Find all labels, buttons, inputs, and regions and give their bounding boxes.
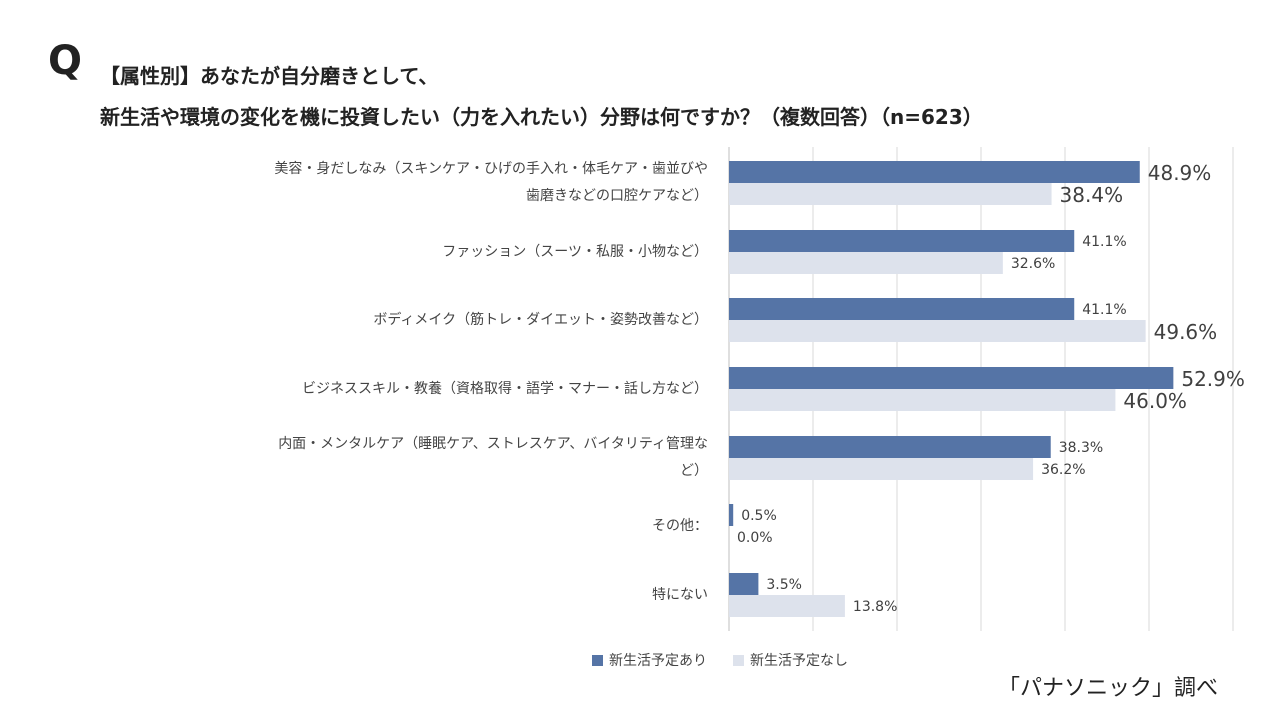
legend-swatch-series-1 [592, 654, 603, 666]
legend: 新生活予定あり 新生活予定なし [592, 650, 848, 670]
bar-series-1-cat-7 [729, 573, 759, 595]
data-label-series-1-cat-5: 38.3% [1059, 440, 1103, 456]
data-label-series-1-cat-6: 0.5% [741, 508, 777, 524]
question-title-line-2: 新生活や環境の変化を機に投資したい（力を入れたい）分野は何ですか？（複数回答）（… [100, 105, 983, 129]
bar-series-1-cat-5 [729, 436, 1051, 458]
data-label-series-1-cat-2: 41.1% [1082, 234, 1126, 250]
category-label-1: 美容・身だしなみ（スキンケア・ひげの手入れ・体毛ケア・歯並びや歯磨きなどの口腔ケ… [188, 156, 708, 210]
data-label-series-2-cat-5: 36.2% [1041, 462, 1085, 478]
bar-series-1-cat-1 [729, 161, 1140, 183]
bar-series-1-cat-6 [729, 504, 734, 526]
bar-series-2-cat-5 [729, 458, 1034, 480]
legend-item-series-2: 新生活予定なし [733, 650, 848, 670]
category-label-2-line-1: ファッション（スーツ・私服・小物など） [442, 243, 708, 260]
bar-series-1-cat-3 [729, 298, 1075, 320]
category-label-5-line-2: ど） [680, 463, 708, 479]
data-label-series-2-cat-3: 49.6% [1154, 320, 1218, 344]
data-label-series-2-cat-4: 46.0% [1123, 389, 1187, 413]
data-label-series-2-cat-6: 0.0% [737, 530, 773, 546]
category-label-6: その他： [188, 513, 708, 540]
category-label-3: ボディメイク（筋トレ・ダイエット・姿勢改善など） [188, 307, 708, 334]
legend-swatch-series-2 [733, 654, 744, 666]
legend-label-series-2: 新生活予定なし [750, 653, 848, 669]
source-note: 「パナソニック」調べ [997, 676, 1218, 701]
category-label-1-line-1: 美容・身だしなみ（スキンケア・ひげの手入れ・体毛ケア・歯並びや [274, 161, 708, 177]
category-label-7-line-1: 特にない [652, 586, 708, 603]
category-label-5: 内面・メンタルケア（睡眠ケア、ストレスケア、バイタリティ管理など） [188, 431, 708, 485]
category-label-4-line-1: ビジネススキル・教養（資格取得・語学・マナー・話し方など） [302, 380, 708, 397]
category-label-7: 特にない [188, 582, 708, 609]
data-label-series-2-cat-7: 13.8% [853, 599, 897, 615]
bar-series-2-cat-3 [729, 320, 1146, 342]
bar-series-1-cat-2 [729, 230, 1075, 252]
category-label-5-line-1: 内面・メンタルケア（睡眠ケア、ストレスケア、バイタリティ管理な [278, 436, 708, 452]
question-title-line-1: 【属性別】あなたが自分磨きとして、 [100, 64, 439, 88]
category-label-6-line-1: その他： [652, 517, 708, 534]
bar-series-2-cat-1 [729, 183, 1052, 205]
bar-series-2-cat-2 [729, 252, 1003, 274]
data-label-series-2-cat-2: 32.6% [1011, 256, 1055, 272]
category-label-3-line-1: ボディメイク（筋トレ・ダイエット・姿勢改善など） [373, 311, 708, 328]
bar-series-1-cat-4 [729, 367, 1174, 389]
category-label-2: ファッション（スーツ・私服・小物など） [188, 239, 708, 266]
category-label-4: ビジネススキル・教養（資格取得・語学・マナー・話し方など） [188, 376, 708, 403]
data-label-series-1-cat-3: 41.1% [1082, 302, 1126, 318]
legend-label-series-1: 新生活予定あり [609, 653, 707, 669]
data-label-series-1-cat-7: 3.5% [766, 577, 802, 593]
bar-series-2-cat-7 [729, 595, 845, 617]
bar-series-2-cat-4 [729, 389, 1116, 411]
data-label-series-1-cat-4: 52.9% [1181, 367, 1245, 391]
category-label-1-line-2: 歯磨きなどの口腔ケアなど） [526, 188, 708, 204]
legend-item-series-1: 新生活予定あり [592, 650, 707, 670]
data-label-series-1-cat-1: 48.9% [1148, 161, 1212, 185]
data-label-series-2-cat-1: 38.4% [1060, 183, 1124, 207]
question-mark: Q [48, 38, 83, 84]
